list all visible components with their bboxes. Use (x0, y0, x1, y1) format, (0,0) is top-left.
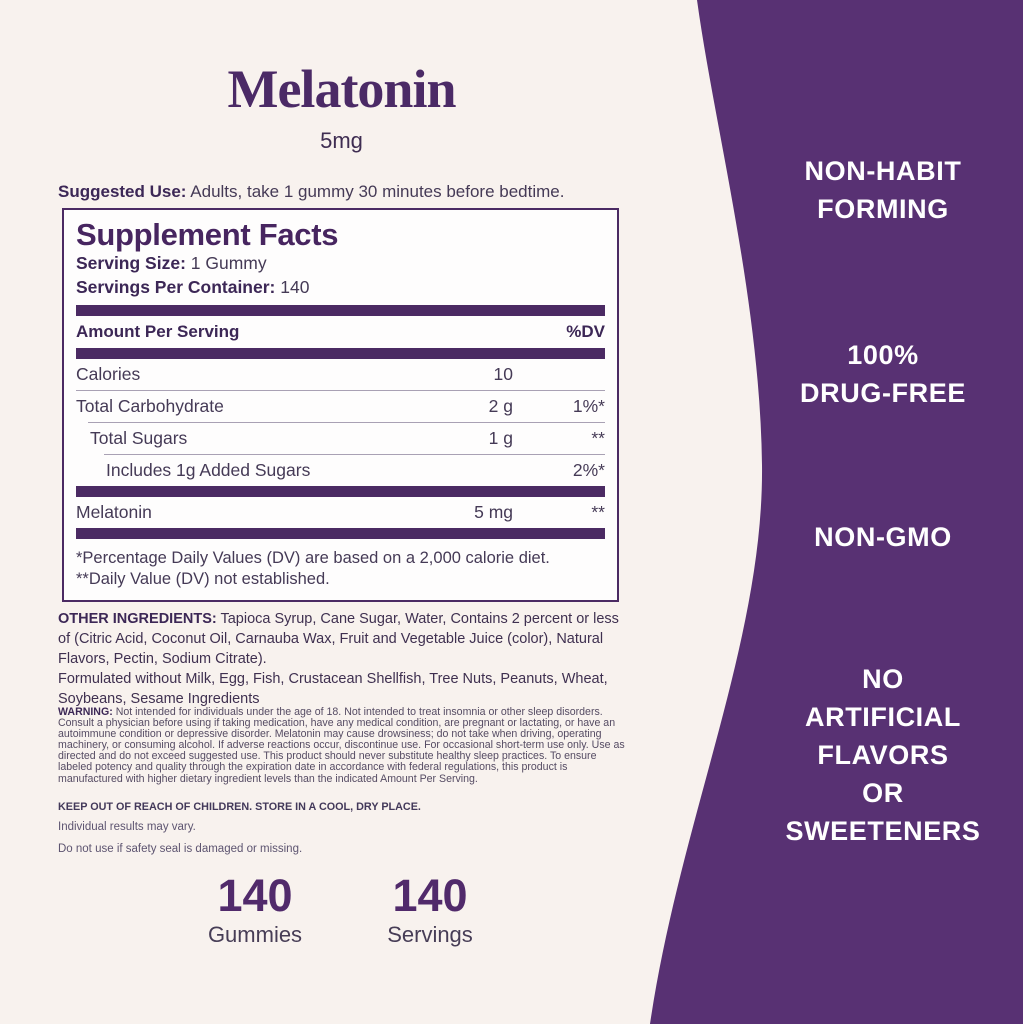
safety-seal-note: Do not use if safety seal is damaged or … (58, 843, 303, 855)
separator-bar-thick (76, 486, 605, 497)
results-note: Individual results may vary. (58, 821, 196, 833)
serving-size-line: Serving Size: 1 Gummy (76, 252, 605, 276)
servings-per-container-line: Servings Per Container: 140 (76, 276, 605, 300)
table-row-calories: Calories 10 (76, 359, 605, 390)
claim-non-habit-forming: NON-HABIT FORMING (804, 156, 962, 224)
nutrient-name: Calories (76, 364, 141, 384)
facts-header-row: Amount Per Serving %DV (76, 316, 605, 348)
amount-per-serving-header: Amount Per Serving (76, 322, 240, 341)
separator-line-thin (88, 422, 605, 423)
warning-text: Not intended for individuals under the a… (58, 706, 625, 785)
other-ingredients: OTHER INGREDIENTS: Tapioca Syrup, Cane S… (58, 609, 630, 669)
gummies-count-label: Gummies (207, 922, 303, 947)
other-ingredients-label: OTHER INGREDIENTS: (58, 611, 217, 627)
separator-bar-thick (76, 528, 605, 539)
servings-label: Servings Per Container: (76, 276, 276, 297)
suggested-use-label: Suggested Use: (58, 182, 187, 201)
separator-line-thin (76, 390, 605, 391)
facts-title: Supplement Facts (76, 217, 339, 252)
nutrient-name: Melatonin (76, 502, 152, 522)
dv-header: %DV (566, 322, 605, 341)
dv-footnote-2: **Daily Value (DV) not established. (76, 570, 330, 588)
nutrient-dv: 2%* (572, 460, 605, 480)
claim-drug-free: 100% DRUG-FREE (800, 340, 966, 408)
gummies-count-value: 140 (217, 870, 293, 921)
nutrient-dv: 1%* (572, 396, 605, 416)
nutrient-dv: ** (591, 502, 605, 522)
claim-no-artificial: NO ARTIFICIAL FLAVORS OR SWEETENERS (785, 664, 981, 846)
separator-bar-thick (76, 348, 605, 359)
nutrient-name: Total Carbohydrate (76, 396, 224, 416)
warning-label: WARNING: (58, 706, 113, 718)
label-content: Melatonin 5mg Suggested Use: Adults, tak… (58, 59, 638, 948)
count-gummies: 140 Gummies (180, 872, 330, 948)
nutrient-amount: 1 g (488, 428, 513, 448)
separator-bar-thick (76, 305, 605, 316)
nutrient-amount: 5 mg (474, 502, 513, 522)
table-row-melatonin: Melatonin 5 mg ** (76, 497, 605, 528)
serving-size-label: Serving Size: (76, 253, 186, 273)
claim-non-gmo: NON-GMO (814, 522, 952, 552)
count-servings: 140 Servings (355, 872, 505, 948)
other-ingredients-text: Tapioca Syrup, Cane Sugar, Water, Contai… (58, 611, 619, 667)
suggested-use-text: Adults, take 1 gummy 30 minutes before b… (190, 182, 565, 201)
table-row-total-sugars: Total Sugars 1 g ** (76, 423, 605, 454)
nutrient-dv: ** (591, 428, 605, 448)
purple-curve-shape (650, 0, 1023, 1024)
nutrient-name: Total Sugars (90, 428, 188, 448)
formulated-without: Formulated without Milk, Egg, Fish, Crus… (58, 671, 608, 707)
suggested-use: Suggested Use: Adults, take 1 gummy 30 m… (58, 181, 638, 202)
product-dose: 5mg (320, 128, 363, 153)
supplement-facts-panel: Supplement Facts Serving Size: 1 Gummy S… (62, 208, 619, 602)
table-row-added-sugars: Includes 1g Added Sugars 2%* (76, 455, 605, 486)
nutrient-amount: 10 (493, 364, 513, 384)
nutrient-name: Includes 1g Added Sugars (106, 460, 311, 480)
dv-footnote: *Percentage Daily Values (DV) are based … (76, 549, 550, 567)
separator-line-thin (104, 454, 605, 455)
table-row-total-carbohydrate: Total Carbohydrate 2 g 1%* (76, 391, 605, 422)
servings-count-value: 140 (392, 870, 468, 921)
serving-size-value: 1 Gummy (190, 253, 267, 273)
warning-paragraph: WARNING: Not intended for individuals un… (58, 706, 630, 785)
servings-count-label: Servings (387, 922, 473, 947)
nutrient-amount: 2 g (488, 396, 513, 416)
product-title: Melatonin (227, 59, 457, 119)
servings-value: 140 (280, 276, 310, 297)
storage-notice: KEEP OUT OF REACH OF CHILDREN. STORE IN … (58, 801, 421, 813)
